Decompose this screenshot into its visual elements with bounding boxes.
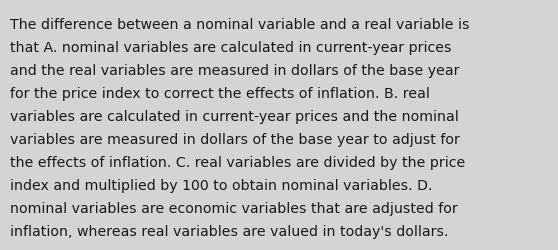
Text: the effects of inflation. C. real variables are divided by the price: the effects of inflation. C. real variab…: [10, 156, 465, 170]
Text: for the price index to correct the effects of inflation. B. real: for the price index to correct the effec…: [10, 86, 430, 101]
Text: variables are calculated in current-year prices and the nominal: variables are calculated in current-year…: [10, 110, 459, 124]
Text: that A. nominal variables are calculated in current-year prices: that A. nominal variables are calculated…: [10, 40, 451, 54]
Text: The difference between a nominal variable and a real variable is: The difference between a nominal variabl…: [10, 18, 469, 32]
Text: inflation, whereas real variables are valued in today's dollars.: inflation, whereas real variables are va…: [10, 224, 449, 238]
Text: and the real variables are measured in dollars of the base year: and the real variables are measured in d…: [10, 64, 460, 78]
Text: variables are measured in dollars of the base year to adjust for: variables are measured in dollars of the…: [10, 132, 460, 146]
Text: index and multiplied by 100 to obtain nominal variables. D.: index and multiplied by 100 to obtain no…: [10, 178, 432, 192]
Text: nominal variables are economic variables that are adjusted for: nominal variables are economic variables…: [10, 202, 458, 215]
